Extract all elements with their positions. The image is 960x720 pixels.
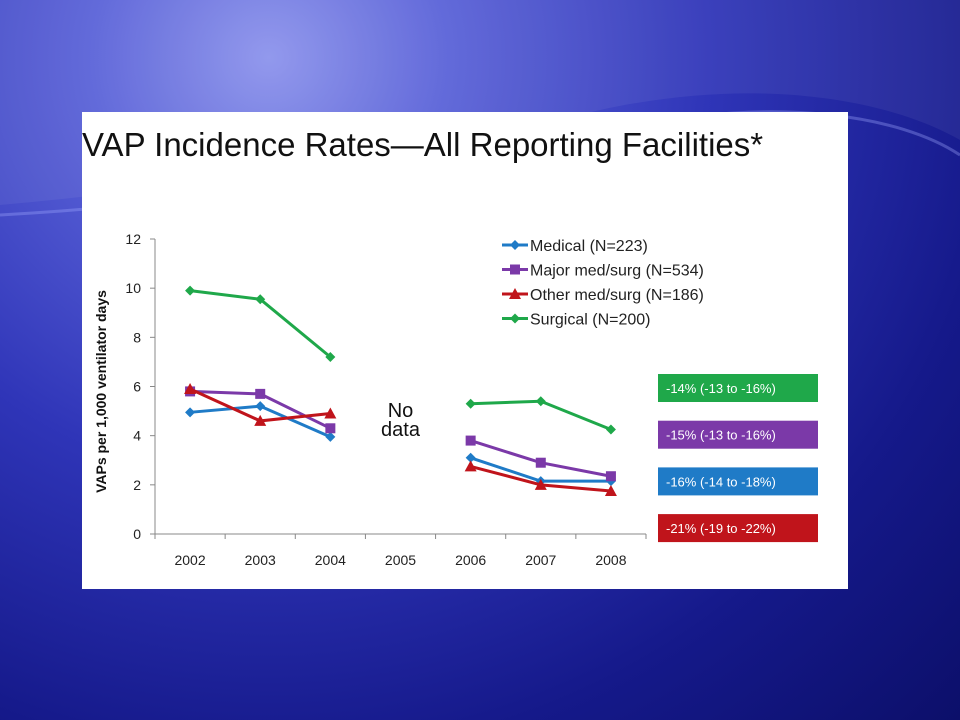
data-point bbox=[510, 240, 520, 250]
change-badge-label: -16% (-14 to -18%) bbox=[666, 474, 776, 489]
y-ticks: 0 2 4 6 8 10 12 bbox=[125, 231, 155, 542]
data-point bbox=[510, 264, 520, 275]
data-point bbox=[184, 382, 197, 394]
y-tick-label: 2 bbox=[133, 477, 141, 493]
data-point bbox=[254, 414, 267, 426]
y-tick-label: 6 bbox=[133, 379, 141, 395]
y-axis-title: VAPs per 1,000 ventilator days bbox=[93, 290, 109, 493]
data-point bbox=[255, 294, 266, 305]
data-point bbox=[185, 407, 196, 418]
data-point bbox=[255, 388, 266, 399]
data-point bbox=[465, 452, 476, 463]
x-tick-label: 2008 bbox=[595, 552, 626, 568]
legend-label: Major med/surg (N=534) bbox=[530, 263, 704, 280]
change-badges: -14% (-13 to -16%) -15% (-13 to -16%) -16%… bbox=[658, 374, 818, 543]
data-point bbox=[604, 484, 617, 496]
change-badge: -16% (-14 to -18%) bbox=[658, 467, 818, 496]
change-badge-label: -14% (-13 to -16%) bbox=[666, 381, 776, 396]
data-point bbox=[185, 285, 196, 296]
data-point bbox=[605, 424, 616, 435]
data-point bbox=[465, 398, 476, 409]
y-tick-label: 12 bbox=[125, 231, 141, 247]
data-point bbox=[535, 457, 546, 468]
change-badge-box bbox=[658, 374, 818, 402]
data-point bbox=[509, 288, 521, 299]
slide-panel: VAP Incidence Rates—All Reporting Facili… bbox=[82, 112, 848, 589]
data-point bbox=[534, 478, 547, 490]
x-tick-label: 2005 bbox=[385, 552, 416, 568]
legend-item: Surgical (N=200) bbox=[502, 312, 651, 329]
data-point bbox=[324, 407, 337, 419]
legend-label: Medical (N=223) bbox=[530, 238, 648, 255]
x-ticks: 2002 2003 2004 2005 2006 2007 2008 bbox=[154, 534, 647, 568]
x-tick-label: 2007 bbox=[525, 552, 556, 568]
legend-item: Other med/surg (N=186) bbox=[502, 287, 704, 304]
change-badge: -21% (-19 to -22%) bbox=[658, 514, 818, 543]
change-badge-box bbox=[658, 514, 818, 543]
x-tick-label: 2002 bbox=[174, 552, 205, 568]
line-chart: 0 2 4 6 8 10 12 2002 2003 2004 2005 2006 2007 2008 V… bbox=[93, 231, 818, 568]
change-badge-box bbox=[658, 420, 818, 449]
x-tick-label: 2004 bbox=[315, 552, 346, 568]
change-badge-label: -21% (-19 to -22%) bbox=[666, 521, 776, 536]
y-tick-label: 4 bbox=[133, 428, 141, 444]
x-tick-label: 2006 bbox=[455, 552, 486, 568]
data-point bbox=[464, 460, 477, 472]
slide-title: VAP Incidence Rates—All Reporting Facili… bbox=[82, 126, 764, 163]
legend-item: Major med/surg (N=534) bbox=[502, 263, 704, 280]
x-tick-label: 2003 bbox=[245, 552, 276, 568]
data-point bbox=[325, 352, 336, 362]
legend: Medical (N=223) Major med/surg (N=534) Oth… bbox=[502, 238, 704, 329]
change-badge-box bbox=[658, 467, 818, 496]
series bbox=[185, 285, 616, 435]
no-data-annotation: No data bbox=[381, 400, 421, 441]
legend-label: Other med/surg (N=186) bbox=[530, 287, 704, 304]
change-badge: -14% (-13 to -16%) bbox=[658, 374, 818, 402]
data-point bbox=[535, 396, 546, 407]
data-point bbox=[255, 401, 266, 412]
data-point bbox=[325, 423, 336, 434]
data-point bbox=[605, 471, 616, 482]
legend-item: Medical (N=223) bbox=[502, 238, 648, 255]
y-tick-label: 8 bbox=[133, 329, 141, 345]
change-badge: -15% (-13 to -16%) bbox=[658, 420, 818, 449]
data-point bbox=[465, 435, 476, 446]
series-layer bbox=[184, 285, 617, 496]
data-point bbox=[510, 313, 520, 324]
series bbox=[184, 382, 617, 496]
data-point bbox=[325, 431, 336, 442]
y-tick-label: 0 bbox=[133, 526, 141, 542]
y-tick-label: 10 bbox=[125, 280, 141, 296]
change-badge-label: -15% (-13 to -16%) bbox=[666, 428, 776, 443]
legend-label: Surgical (N=200) bbox=[530, 312, 651, 329]
